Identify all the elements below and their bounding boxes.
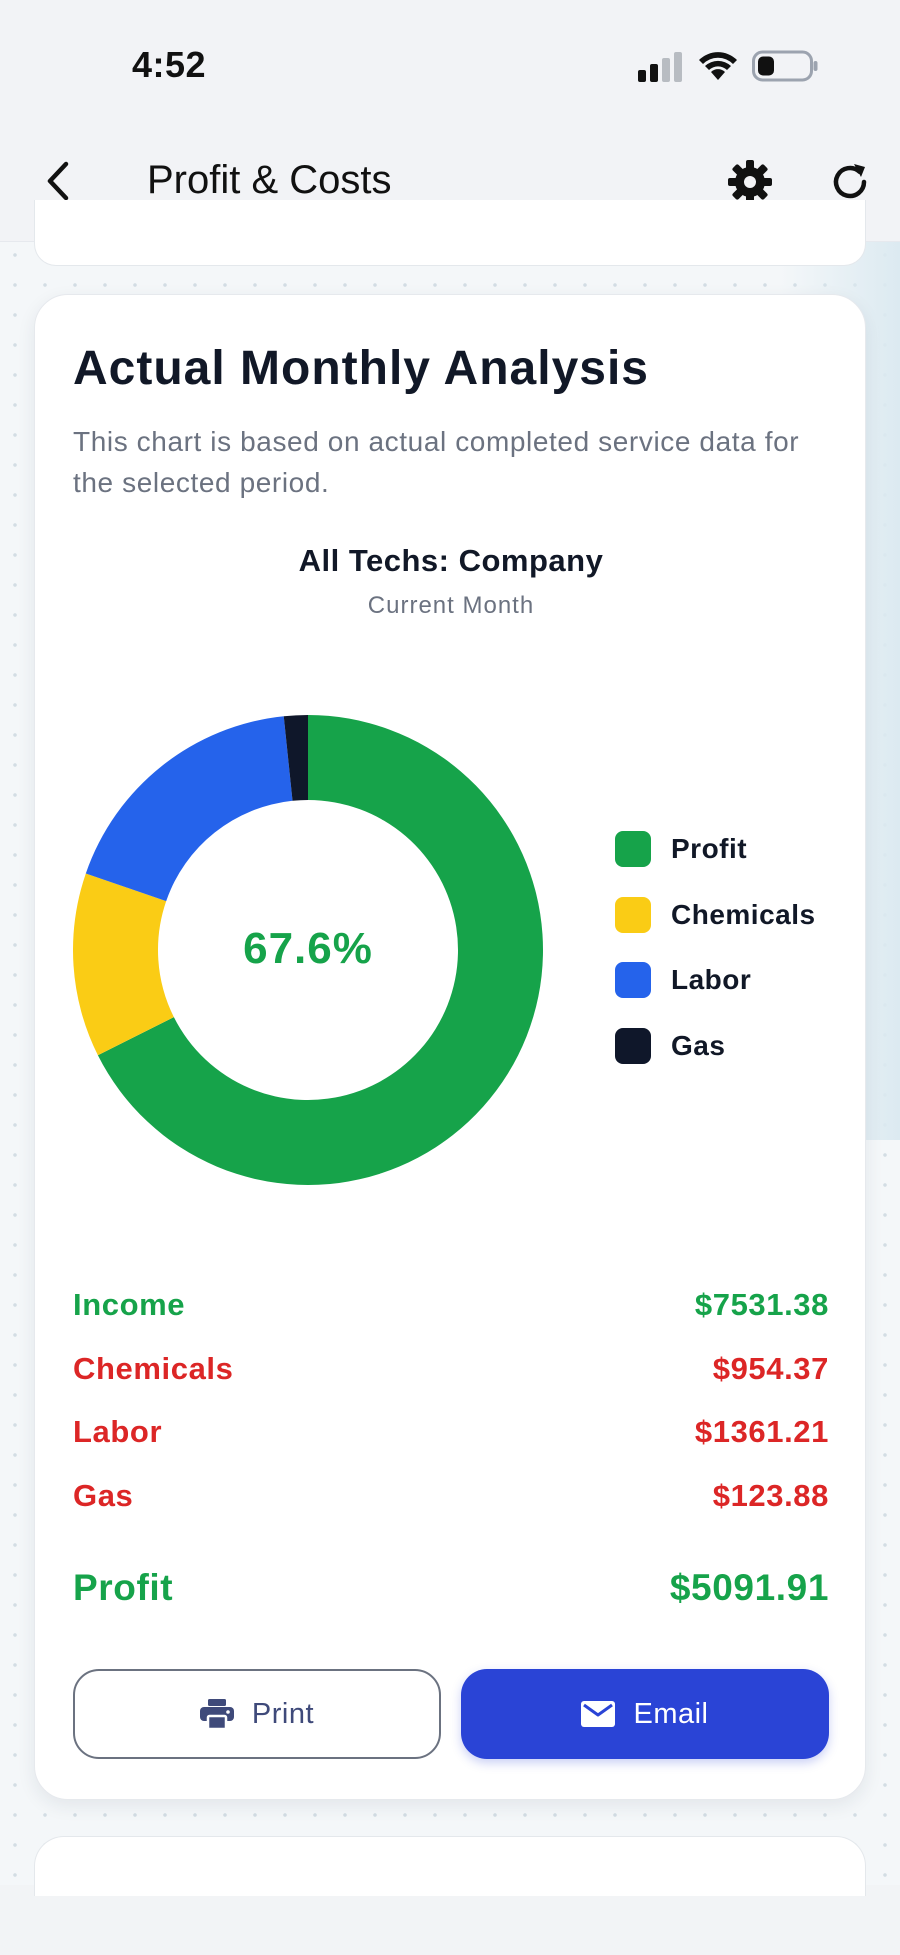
cost-summary: Income $7531.38 Chemicals $954.37 Labor … bbox=[73, 1287, 829, 1631]
legend-label: Chemicals bbox=[671, 898, 816, 930]
envelope-icon bbox=[581, 1701, 616, 1727]
print-label: Print bbox=[251, 1697, 315, 1730]
legend-swatch bbox=[615, 831, 651, 867]
gas-value: $123.88 bbox=[712, 1477, 829, 1513]
email-label: Email bbox=[633, 1697, 709, 1730]
labor-row: Labor $1361.21 bbox=[73, 1414, 829, 1478]
labor-value: $1361.21 bbox=[694, 1414, 829, 1449]
chemicals-label: Chemicals bbox=[73, 1350, 234, 1386]
profit-value: $5091.91 bbox=[669, 1567, 829, 1608]
donut-chart: 67.6% bbox=[73, 715, 543, 1185]
donut-center-label: 67.6% bbox=[243, 924, 373, 973]
donut-slice-profit bbox=[97, 715, 543, 1185]
chart-legend: Profit Chemicals Labor Gas bbox=[615, 831, 816, 1093]
donut-slice-gas bbox=[283, 715, 308, 801]
profit-row: Profit $5091.91 bbox=[73, 1567, 829, 1631]
print-button[interactable]: Print bbox=[73, 1669, 441, 1759]
email-button[interactable]: Email bbox=[461, 1669, 829, 1759]
cellular-signal-icon bbox=[638, 52, 682, 82]
monthly-analysis-card: Actual Monthly Analysis This chart is ba… bbox=[34, 294, 866, 1800]
legend-label: Labor bbox=[671, 964, 752, 995]
legend-item-profit: Profit bbox=[615, 831, 816, 867]
wifi-icon bbox=[699, 52, 737, 80]
bottom-bar bbox=[0, 1885, 900, 1955]
chemicals-value: $954.37 bbox=[712, 1350, 829, 1386]
card-description: This chart is based on actual completed … bbox=[73, 426, 800, 498]
gear-icon[interactable] bbox=[726, 158, 774, 206]
legend-item-chemicals: Chemicals bbox=[615, 896, 816, 933]
previous-card bbox=[34, 200, 866, 266]
status-time: 4:52 bbox=[132, 44, 207, 85]
printer-icon bbox=[199, 1699, 234, 1729]
gas-row: Gas $123.88 bbox=[73, 1478, 829, 1542]
next-card bbox=[34, 1836, 866, 1896]
gas-label: Gas bbox=[73, 1477, 134, 1513]
legend-swatch bbox=[615, 962, 651, 998]
legend-swatch bbox=[615, 896, 651, 933]
donut-slice-chemicals bbox=[73, 873, 174, 1056]
chart-title: All Techs: Company bbox=[298, 543, 604, 578]
refresh-icon[interactable] bbox=[826, 158, 874, 206]
donut-slice-labor bbox=[85, 716, 293, 902]
card-title: Actual Monthly Analysis bbox=[73, 342, 649, 395]
income-row: Income $7531.38 bbox=[73, 1287, 829, 1351]
legend-swatch bbox=[615, 1027, 651, 1064]
income-label: Income bbox=[73, 1287, 186, 1322]
battery-icon bbox=[752, 50, 818, 82]
income-value: $7531.38 bbox=[694, 1287, 829, 1322]
labor-label: Labor bbox=[73, 1414, 163, 1449]
back-chevron-icon[interactable] bbox=[36, 156, 80, 206]
page-title: Profit & Costs bbox=[147, 158, 392, 202]
status-bar: 4:52 bbox=[0, 0, 900, 120]
legend-item-gas: Gas bbox=[615, 1027, 816, 1064]
profit-label: Profit bbox=[73, 1567, 174, 1608]
chart-subtitle: Current Month bbox=[367, 592, 535, 619]
legend-label: Gas bbox=[671, 1029, 726, 1061]
legend-item-labor: Labor bbox=[615, 962, 816, 998]
legend-label: Profit bbox=[671, 833, 748, 864]
chemicals-row: Chemicals $954.37 bbox=[73, 1351, 829, 1415]
